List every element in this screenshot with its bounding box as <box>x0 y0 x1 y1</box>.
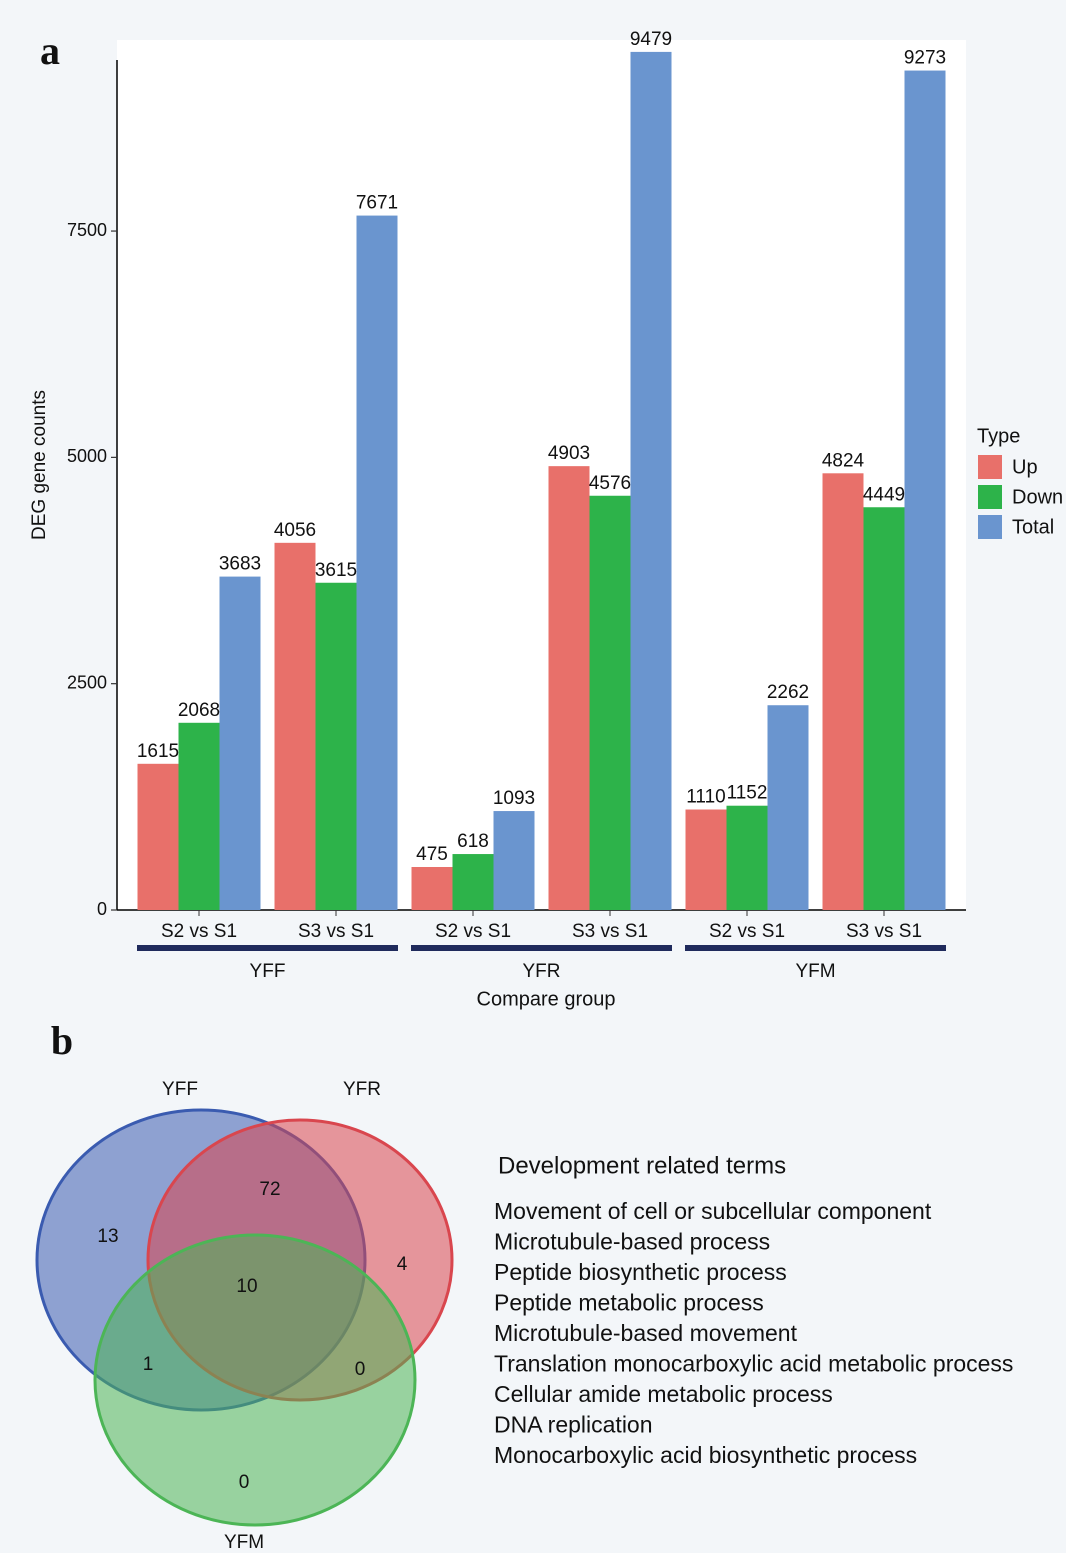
bar <box>767 705 809 910</box>
y-tick-label: 0 <box>97 899 107 919</box>
y-axis-label: DEG gene counts <box>29 390 50 540</box>
value-label: 4576 <box>589 473 631 494</box>
venn-count: 0 <box>355 1359 366 1380</box>
value-label: 618 <box>457 831 489 852</box>
value-label: 7671 <box>356 193 398 214</box>
value-label: 1110 <box>686 787 725 808</box>
y-tick-label: 2500 <box>67 672 107 692</box>
bar <box>452 854 494 910</box>
value-label: 9273 <box>904 48 946 69</box>
venn-count: 10 <box>236 1276 257 1297</box>
bar <box>219 576 261 910</box>
term: Peptide metabolic process <box>494 1290 764 1316</box>
venn-count: 72 <box>259 1179 280 1200</box>
term: Microtubule-based process <box>494 1229 770 1255</box>
panel-label: b <box>51 1018 73 1063</box>
y-tick-label: 5000 <box>67 446 107 466</box>
bar <box>822 473 864 910</box>
term: Microtubule-based movement <box>494 1320 798 1346</box>
x-tick-label: S3 vs S1 <box>846 921 922 942</box>
value-label: 3615 <box>315 560 357 581</box>
group-bar <box>137 945 398 951</box>
bar <box>411 867 453 910</box>
venn-set-label: YFM <box>224 1532 264 1553</box>
value-label: 2262 <box>767 682 809 703</box>
bar <box>685 809 727 910</box>
venn-count: 0 <box>239 1472 250 1493</box>
value-label: 1152 <box>727 783 768 804</box>
legend-label: Down <box>1012 486 1063 508</box>
bar <box>589 495 631 910</box>
bar <box>137 763 179 910</box>
bar <box>726 805 768 910</box>
group-label: YFF <box>250 961 286 982</box>
venn-set-label: YFR <box>343 1079 381 1100</box>
value-label: 4056 <box>274 520 316 541</box>
bar <box>904 70 946 910</box>
bar <box>356 215 398 910</box>
group-bar <box>411 945 672 951</box>
venn-count: 1 <box>143 1354 154 1375</box>
venn-set-label: YFF <box>162 1079 198 1100</box>
legend-key <box>978 515 1002 539</box>
value-label: 1615 <box>137 741 179 762</box>
value-label: 1093 <box>493 788 535 809</box>
list-title: Development related terms <box>498 1152 786 1179</box>
legend-label: Total <box>1012 516 1054 538</box>
venn-set <box>93 1233 417 1527</box>
value-label: 475 <box>416 844 448 865</box>
legend-key <box>978 455 1002 479</box>
legend-key <box>978 485 1002 509</box>
term: Monocarboxylic acid biosynthetic process <box>494 1442 917 1468</box>
x-tick-label: S3 vs S1 <box>572 921 648 942</box>
bar <box>493 811 535 910</box>
term: Peptide biosynthetic process <box>494 1259 787 1285</box>
term: Translation monocarboxylic acid metaboli… <box>494 1351 1013 1377</box>
value-label: 4449 <box>863 484 905 505</box>
value-label: 4824 <box>822 450 865 471</box>
value-label: 2068 <box>178 700 220 721</box>
venn-count: 4 <box>397 1254 408 1275</box>
x-tick-label: S2 vs S1 <box>709 921 785 942</box>
term: DNA replication <box>494 1412 653 1438</box>
value-label: 3683 <box>219 554 261 575</box>
venn-count: 13 <box>97 1226 118 1247</box>
term: Cellular amide metabolic process <box>494 1381 833 1407</box>
legend-label: Up <box>1012 456 1038 478</box>
y-tick-label: 7500 <box>67 220 107 240</box>
panel-label: a <box>40 28 60 73</box>
bar <box>178 722 220 910</box>
group-label: YFR <box>523 961 561 982</box>
term: Movement of cell or subcellular componen… <box>494 1198 932 1224</box>
x-tick-label: S2 vs S1 <box>161 921 237 942</box>
group-bar <box>685 945 946 951</box>
x-tick-label: S3 vs S1 <box>298 921 374 942</box>
bar <box>315 582 357 910</box>
legend-title: Type <box>977 425 1020 447</box>
x-tick-label: S2 vs S1 <box>435 921 511 942</box>
group-label: YFM <box>795 961 835 982</box>
x-axis-label: Compare group <box>477 988 616 1010</box>
bar <box>630 51 672 910</box>
value-label: 4903 <box>548 443 590 464</box>
bar <box>863 507 905 910</box>
bar <box>548 466 590 910</box>
bar <box>274 542 316 910</box>
value-label: 9479 <box>630 29 672 50</box>
